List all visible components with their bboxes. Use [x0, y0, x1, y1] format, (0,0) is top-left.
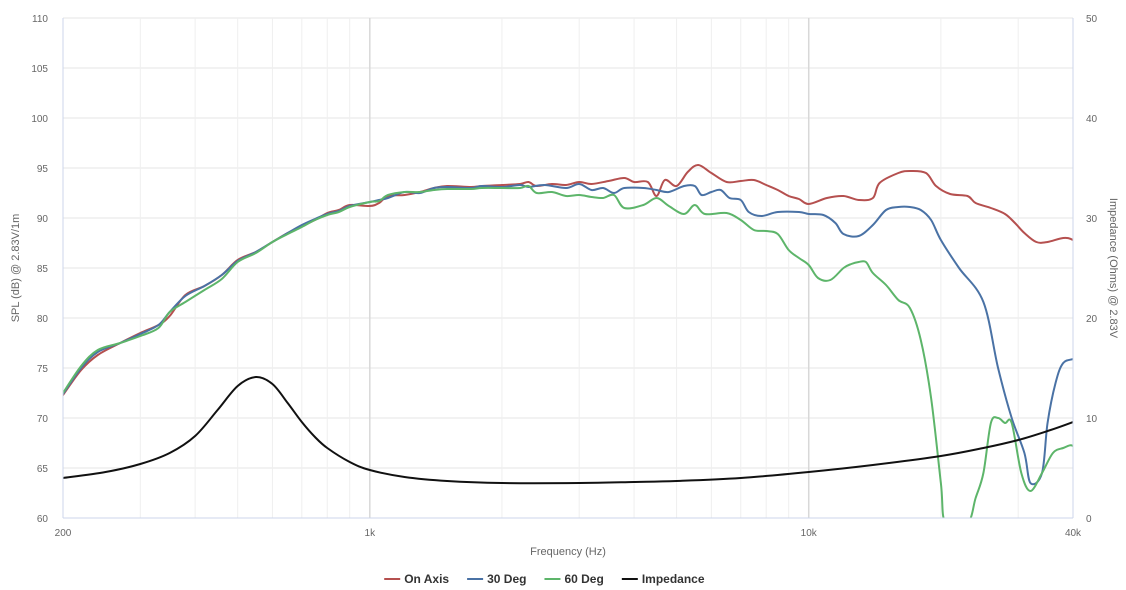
- y-tick-label-8: 100: [31, 114, 48, 125]
- x-tick-label-2: 10k: [801, 528, 818, 539]
- series-line-on-axis: [63, 164, 1073, 396]
- legend-item-60-deg[interactable]: 60 Deg: [544, 572, 604, 586]
- y-tick-label-6: 90: [37, 214, 49, 225]
- legend-item-on-axis[interactable]: On Axis: [384, 572, 449, 586]
- y2-axis-title: Impedance (Ohms) @ 2.83V: [1107, 198, 1119, 339]
- legend: On Axis 30 Deg 60 Deg Impedance: [384, 572, 705, 586]
- y2-tick-label-3: 30: [1086, 214, 1098, 225]
- x-tick-label-0: 200: [55, 528, 72, 539]
- series-layer: [63, 164, 1073, 518]
- y-tick-label-10: 110: [32, 14, 48, 25]
- y2-tick-labels: 0 10 20 30 40 50: [1086, 14, 1098, 525]
- y-tick-label-4: 80: [37, 314, 49, 325]
- y-tick-label-2: 70: [37, 414, 49, 425]
- y2-tick-label-5: 50: [1086, 14, 1098, 25]
- x-tick-label-1: 1k: [365, 528, 377, 539]
- y-axis-title: SPL (dB) @ 2.83V/1m: [10, 214, 22, 323]
- y-tick-label-7: 95: [37, 164, 49, 175]
- y-tick-labels: 60 65 70 75 80 85 90 95 100 105 110: [31, 14, 48, 525]
- y-tick-label-9: 105: [31, 64, 48, 75]
- y-tick-label-5: 85: [37, 264, 49, 275]
- series-line-impedance: [63, 375, 1073, 485]
- series-line-30-deg: [63, 183, 1073, 486]
- y-tick-label-0: 60: [37, 514, 49, 525]
- legend-item-impedance[interactable]: Impedance: [621, 572, 705, 586]
- x-tick-labels: 200 1k 10k 40k: [55, 528, 1082, 539]
- grid-lines: [63, 17, 1073, 519]
- y-tick-label-1: 65: [37, 464, 49, 475]
- series-line-60-deg: [63, 184, 1073, 518]
- x-tick-label-3: 40k: [1065, 528, 1082, 539]
- y2-tick-label-1: 10: [1086, 414, 1098, 425]
- y2-tick-label-0: 0: [1086, 514, 1092, 525]
- y-tick-label-3: 75: [37, 364, 49, 375]
- legend-item-30-deg[interactable]: 30 Deg: [467, 572, 526, 586]
- legend-label-on-axis: On Axis: [404, 572, 449, 586]
- legend-label-60-deg: 60 Deg: [564, 572, 603, 586]
- y2-tick-label-2: 20: [1086, 314, 1098, 325]
- legend-label-30-deg: 30 Deg: [487, 572, 526, 586]
- y2-tick-label-4: 40: [1086, 114, 1098, 125]
- axes: [62, 18, 1074, 519]
- legend-label-impedance: Impedance: [642, 572, 705, 586]
- x-axis-title: Frequency (Hz): [530, 546, 606, 558]
